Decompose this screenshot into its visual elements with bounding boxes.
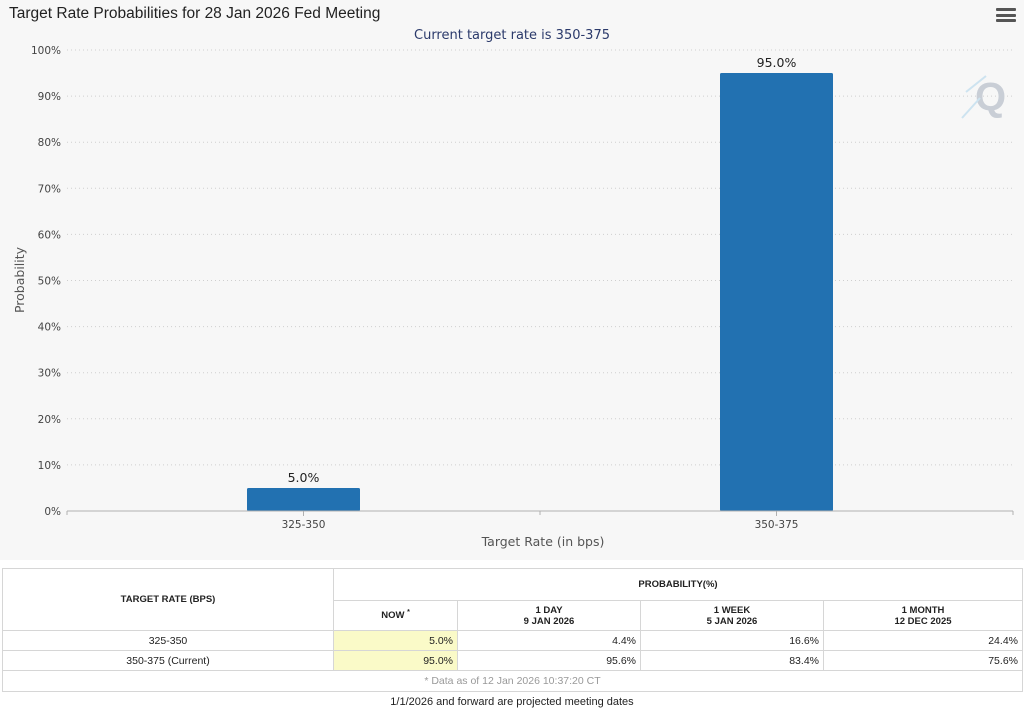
y-tick-label: 50%	[38, 276, 61, 288]
month-cell: 75.6%	[823, 650, 1023, 671]
q-logo-watermark: Q	[961, 75, 1006, 119]
y-tick-label: 90%	[38, 91, 61, 103]
data-label: 95.0%	[757, 55, 797, 70]
header-probability: PROBABILITY(%)	[333, 568, 1023, 601]
bar-325-350[interactable]	[247, 487, 360, 511]
table-row: 325-350 5.0% 4.4% 16.6% 24.4%	[2, 630, 1023, 651]
data-label: 5.0%	[288, 470, 320, 485]
now-cell: 5.0%	[333, 630, 458, 651]
header-1-week: 1 WEEK 5 JAN 2026	[640, 600, 824, 631]
y-tick-label: 80%	[38, 137, 61, 149]
probability-table-wrap: TARGET RATE (BPS) PROBABILITY(%) NOW * 1…	[2, 568, 1023, 692]
data-as-of-footnote: * Data as of 12 Jan 2026 10:37:20 CT	[2, 670, 1023, 692]
header-target-rate: TARGET RATE (BPS)	[2, 568, 334, 631]
y-tick-label: 100%	[31, 45, 61, 57]
now-cell: 95.0%	[333, 650, 458, 671]
rate-cell: 325-350	[2, 630, 334, 651]
y-tick-label: 10%	[38, 460, 61, 472]
month-cell: 24.4%	[823, 630, 1023, 651]
header-now: NOW *	[333, 600, 458, 631]
y-tick-label: 20%	[38, 414, 61, 426]
day-cell: 4.4%	[457, 630, 641, 651]
bar-350-375[interactable]	[720, 73, 833, 512]
chart-panel: Q 0% 10% 20% 30% 40% 50% 60% 70% 80% 90% 100% 5.0% 3…	[9, 5, 1016, 549]
probability-table: TARGET RATE (BPS) PROBABILITY(%) NOW * 1…	[2, 568, 1023, 692]
chart-canvas: Q 0% 10% 20% 30% 40% 50% 60% 70% 80% 90% 100% 5.0% 3…	[12, 45, 1014, 549]
projected-dates-note: 1/1/2026 and forward are projected meeti…	[390, 696, 634, 708]
week-cell: 16.6%	[640, 630, 824, 651]
x-axis-title: Target Rate (in bps)	[481, 534, 605, 549]
week-cell: 83.4%	[640, 650, 824, 671]
y-tick-label: 0%	[44, 506, 61, 518]
y-axis-title: Probability	[12, 246, 27, 313]
header-1-month: 1 MONTH 12 DEC 2025	[823, 600, 1023, 631]
x-tick-label: 350-375	[755, 519, 799, 531]
day-cell: 95.6%	[457, 650, 641, 671]
y-tick-label: 70%	[38, 183, 61, 195]
rate-cell: 350-375 (Current)	[2, 650, 334, 671]
chart-subtitle: Current target rate is 350-375	[414, 28, 610, 43]
table-row: 350-375 (Current) 95.0% 95.6% 83.4% 75.6…	[2, 650, 1023, 671]
svg-text:Q: Q	[975, 75, 1006, 119]
hamburger-menu-icon[interactable]	[996, 8, 1016, 24]
chart-title: Target Rate Probabilities for 28 Jan 202…	[9, 5, 381, 22]
header-1-day: 1 DAY 9 JAN 2026	[457, 600, 641, 631]
y-tick-label: 60%	[38, 229, 61, 241]
y-tick-label: 40%	[38, 322, 61, 334]
footnote-row: * Data as of 12 Jan 2026 10:37:20 CT	[2, 670, 1023, 692]
x-tick-label: 325-350	[282, 519, 326, 531]
y-tick-label: 30%	[38, 368, 61, 380]
